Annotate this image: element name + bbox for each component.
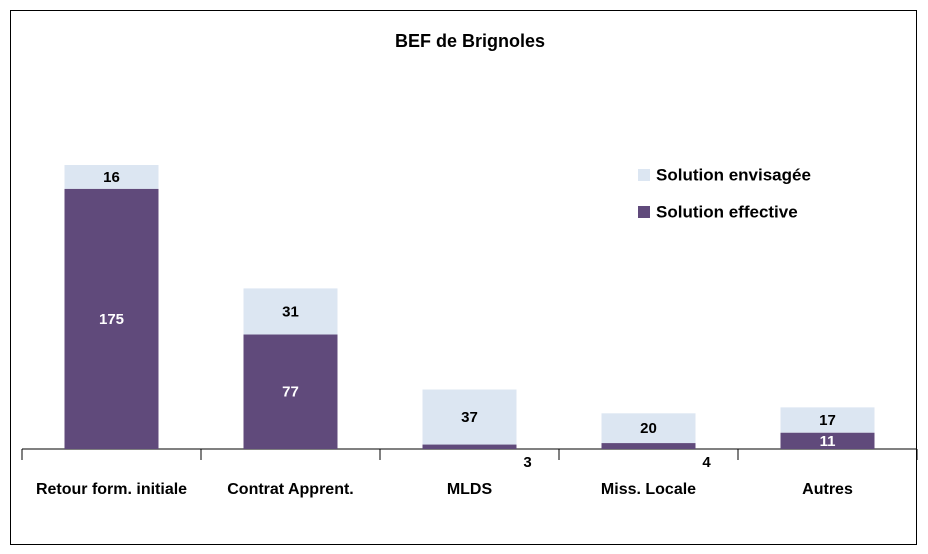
bar-segment: [422, 389, 517, 445]
legend-label: Solution effective: [656, 202, 798, 221]
data-label: 175: [99, 311, 124, 328]
data-label: 4: [702, 454, 711, 471]
bar-segment: [601, 443, 696, 449]
bar-segment: [422, 444, 517, 449]
bar-segment: [64, 165, 159, 189]
legend-swatch: [638, 169, 650, 181]
bar-segment: [601, 413, 696, 444]
data-label: 3: [523, 454, 531, 471]
x-tick-label: Autres: [802, 481, 853, 498]
data-label: 17: [819, 412, 836, 429]
data-label: 16: [103, 169, 120, 186]
bar-segment: [243, 288, 338, 335]
legend-swatch: [638, 206, 650, 218]
x-tick-label: Miss. Locale: [600, 481, 697, 498]
bar-segment: [243, 334, 338, 449]
x-tick-label: Contrat Apprent.: [227, 481, 354, 498]
bar-segment: [64, 188, 159, 449]
data-label: 77: [282, 384, 299, 401]
bar-segment: [780, 407, 875, 433]
x-tick-label: Retour form. initiale: [35, 481, 188, 498]
bar-segment: [780, 432, 875, 449]
x-tick-label: MLDS: [446, 481, 493, 498]
chart-title: BEF de Brignoles: [395, 31, 545, 51]
legend-label: Solution envisagée: [656, 165, 811, 184]
data-label: 31: [282, 303, 299, 320]
data-label: 37: [461, 409, 478, 426]
data-label: 20: [640, 420, 657, 437]
data-label: 11: [820, 433, 836, 450]
chart-border: [10, 10, 917, 545]
